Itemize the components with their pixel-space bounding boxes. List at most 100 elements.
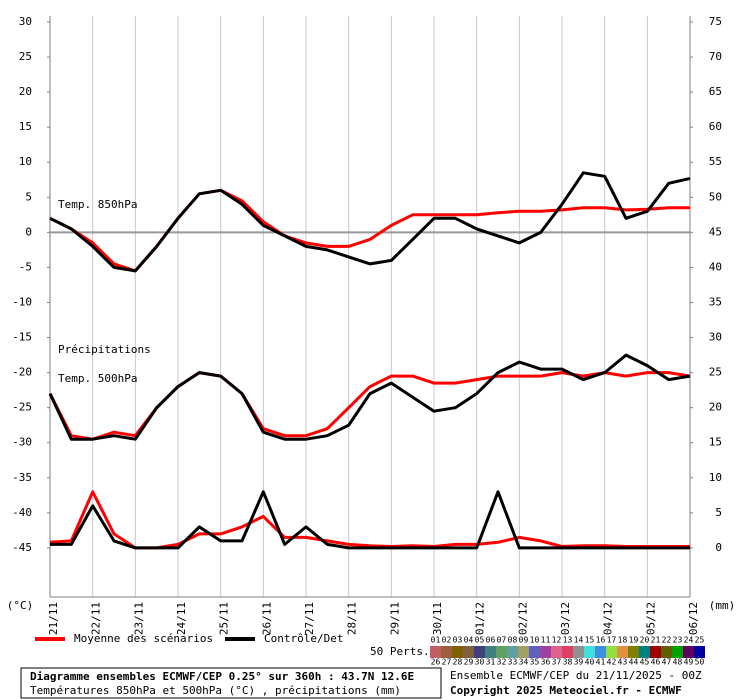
x-tick-label: 05/12 <box>644 602 657 635</box>
perturbation-swatch <box>617 646 628 658</box>
y-tick-label: -35 <box>12 471 32 484</box>
footer-subtitle: Températures 850hPa et 500hPa (°C) , pré… <box>30 684 401 697</box>
perturbation-label: 38 <box>563 658 573 667</box>
perturbation-label: 42 <box>607 658 617 667</box>
perturbation-label: 11 <box>541 636 551 645</box>
perturbation-label: 16 <box>596 636 606 645</box>
x-tick-label: 27/11 <box>303 602 316 635</box>
perturbation-label: 20 <box>640 636 650 645</box>
perturbation-label: 36 <box>541 658 551 667</box>
perturbation-label: 08 <box>508 636 518 645</box>
x-tick-label: 28/11 <box>346 602 359 635</box>
perturbation-label: 23 <box>673 636 683 645</box>
y2-tick-label: 10 <box>709 471 722 484</box>
y-axis-label: (°C) <box>7 599 34 612</box>
x-tick-label: 29/11 <box>388 602 401 635</box>
y-tick-label: 25 <box>19 50 32 63</box>
y2-tick-label: 40 <box>709 260 722 273</box>
perturbation-label: 21 <box>651 636 661 645</box>
perturbation-label: 39 <box>574 658 584 667</box>
perturbation-swatch <box>639 646 650 658</box>
perturbation-label: 19 <box>629 636 639 645</box>
perturbation-label: 48 <box>673 658 683 667</box>
y-tick-label: 20 <box>19 85 32 98</box>
y2-tick-label: 50 <box>709 190 722 203</box>
annotation: Précipitations <box>58 343 151 356</box>
x-tick-label: 23/11 <box>132 602 145 635</box>
perturbation-swatch <box>529 646 540 658</box>
footer-box <box>20 667 442 699</box>
annotation: Temp. 500hPa <box>58 372 137 385</box>
y-tick-label: 0 <box>25 225 32 238</box>
y2-tick-label: 35 <box>709 295 722 308</box>
run-info: Ensemble ECMWF/CEP du 21/11/2025 - 00Z <box>450 669 702 682</box>
perturbation-swatch <box>463 646 474 658</box>
y-tick-label: -40 <box>12 506 32 519</box>
x-tick-label: 24/11 <box>175 602 188 635</box>
perturbation-swatch <box>661 646 672 658</box>
perturbation-label: 28 <box>453 658 463 667</box>
legend-label: Moyenne des scénarios <box>74 632 213 645</box>
perturbation-label: 10 <box>530 636 540 645</box>
perturbation-label: 25 <box>695 636 705 645</box>
perturbation-swatch <box>672 646 683 658</box>
y-tick-label: 30 <box>19 15 32 28</box>
perturbation-label: 32 <box>497 658 507 667</box>
x-tick-label: 21/11 <box>47 602 60 635</box>
perturbation-label: 02 <box>442 636 452 645</box>
legend-label: Contrôle/Det <box>264 632 343 645</box>
perturbation-label: 04 <box>464 636 474 645</box>
perturbation-swatch <box>441 646 452 658</box>
x-tick-label: 02/12 <box>516 602 529 635</box>
y2-tick-label: 5 <box>715 506 722 519</box>
y2-tick-label: 55 <box>709 155 722 168</box>
perturbation-swatch <box>584 646 595 658</box>
perturbation-label: 29 <box>464 658 474 667</box>
perturbation-label: 01 <box>431 636 441 645</box>
y2-tick-label: 65 <box>709 85 722 98</box>
perturbation-swatch <box>485 646 496 658</box>
perturbation-label: 35 <box>530 658 540 667</box>
perturbation-swatch <box>551 646 562 658</box>
perturbation-label: 49 <box>684 658 694 667</box>
y-tick-label: -30 <box>12 436 32 449</box>
perturbation-label: 17 <box>607 636 617 645</box>
perturbation-label: 40 <box>585 658 595 667</box>
x-tick-label: 22/11 <box>90 602 103 635</box>
x-tick-label: 25/11 <box>218 602 231 635</box>
y-tick-label: -45 <box>12 541 32 554</box>
perturbation-label: 33 <box>508 658 518 667</box>
perturbation-label: 12 <box>552 636 562 645</box>
perturbation-label: 18 <box>618 636 628 645</box>
perturbation-label: 06 <box>486 636 496 645</box>
perturbation-label: 50 <box>695 658 705 667</box>
perturbation-swatch <box>452 646 463 658</box>
perturbation-label: 07 <box>497 636 507 645</box>
series-line <box>49 171 691 273</box>
x-tick-label: 04/12 <box>602 602 615 635</box>
perturbation-swatch <box>606 646 617 658</box>
perturbation-swatch <box>683 646 694 658</box>
perturbation-label: 43 <box>618 658 628 667</box>
perturbation-label: 34 <box>519 658 529 667</box>
y-tick-label: 15 <box>19 120 32 133</box>
y2-tick-label: 20 <box>709 401 722 414</box>
perturbation-label: 31 <box>486 658 496 667</box>
copyright: Copyright 2025 Meteociel.fr - ECMWF <box>450 684 682 697</box>
perturbation-label: 30 <box>475 658 485 667</box>
x-tick-label: 03/12 <box>559 602 572 635</box>
perturbation-label: 27 <box>442 658 452 667</box>
perturbation-swatch <box>474 646 485 658</box>
perturbation-swatch <box>595 646 606 658</box>
perturbation-label: 24 <box>684 636 694 645</box>
y2-tick-label: 60 <box>709 120 722 133</box>
perturbation-swatch <box>573 646 584 658</box>
y2-tick-label: 15 <box>709 436 722 449</box>
x-tick-label: 30/11 <box>431 602 444 635</box>
perturbation-swatch <box>562 646 573 658</box>
perturbation-label: 13 <box>563 636 573 645</box>
perturbation-swatch <box>628 646 639 658</box>
y-tick-label: -15 <box>12 331 32 344</box>
perturbation-swatch <box>430 646 441 658</box>
